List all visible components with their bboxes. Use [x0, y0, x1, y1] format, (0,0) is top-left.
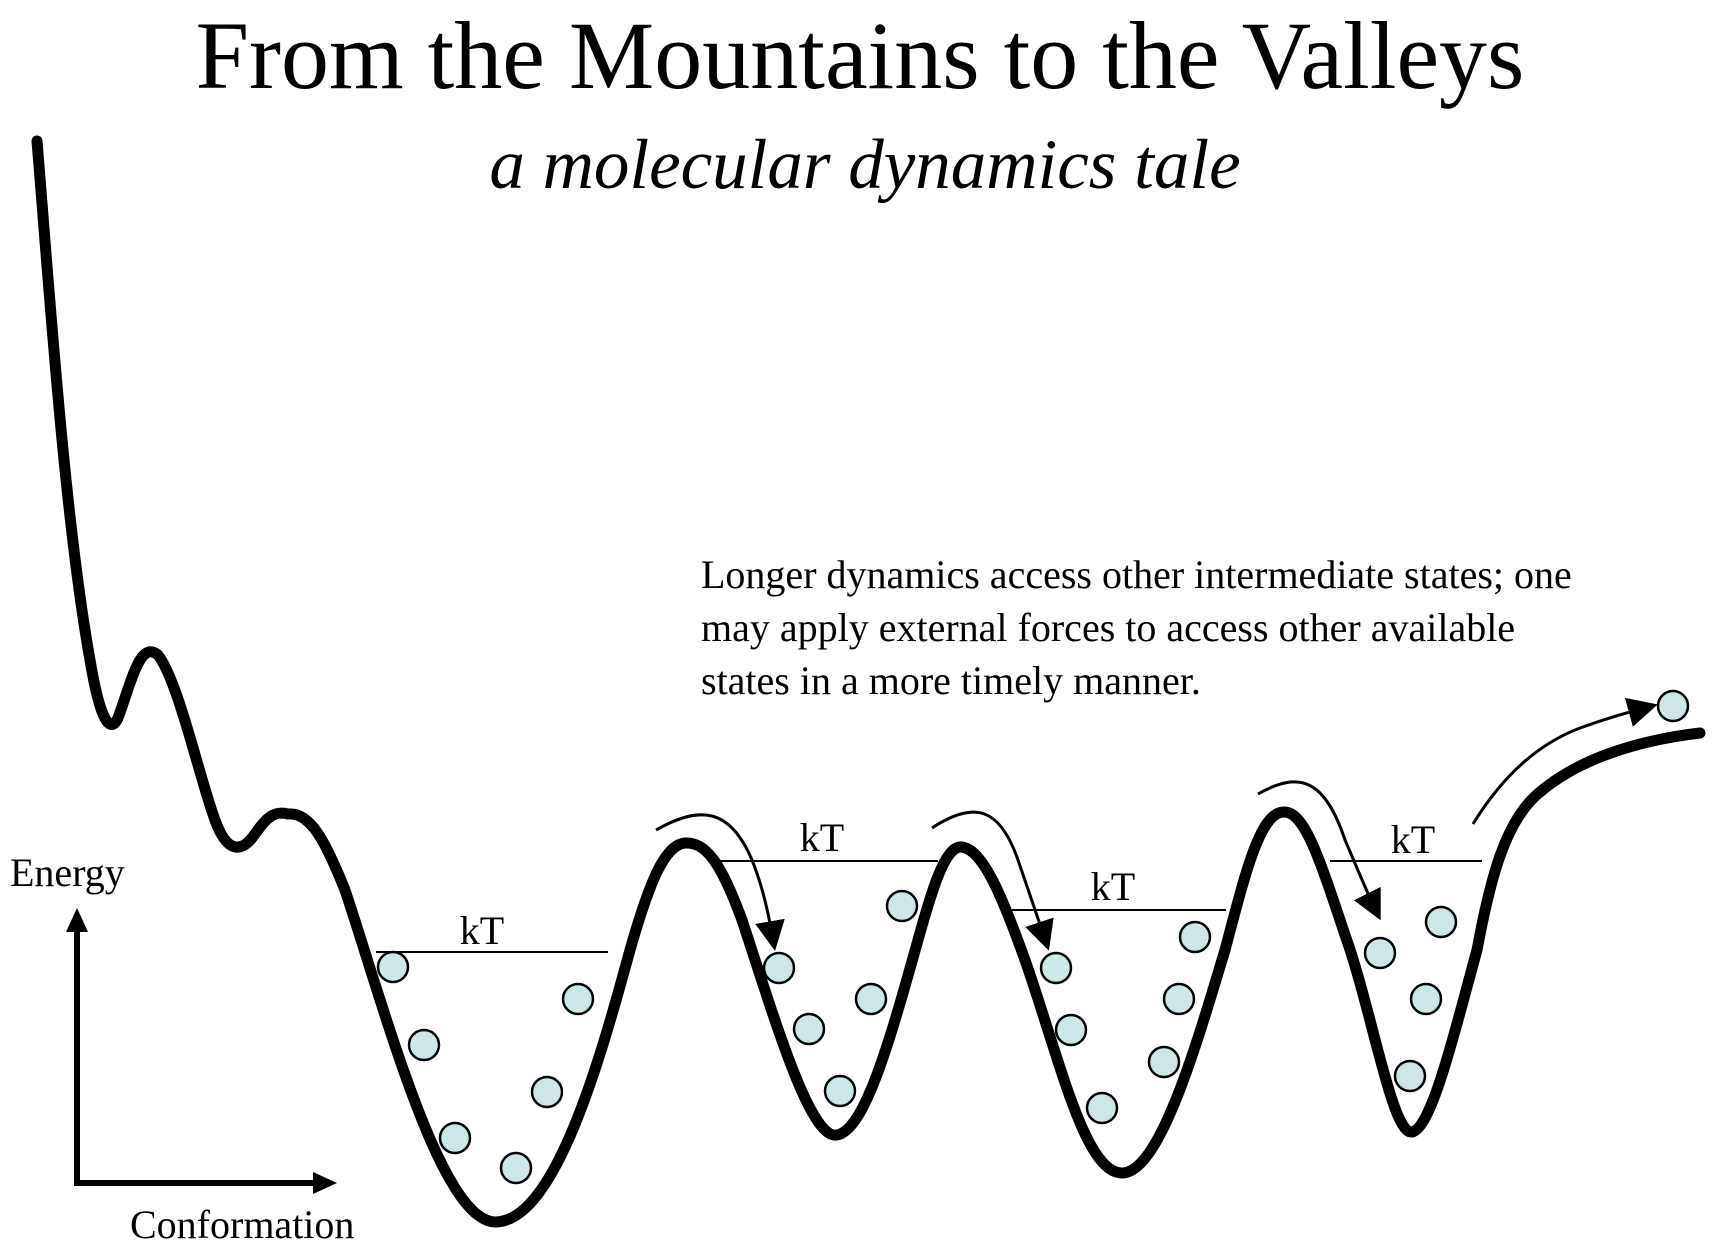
- particle: [885, 889, 919, 923]
- particle: [1409, 982, 1443, 1016]
- kt-label-4: kT: [1390, 817, 1436, 862]
- particle: [1178, 920, 1212, 954]
- particle: [1054, 1013, 1088, 1047]
- particle: [407, 1028, 441, 1062]
- escaped-particle: [1656, 689, 1690, 723]
- kt-label-1: kT: [459, 908, 505, 953]
- energy-curve: [31, 135, 1706, 1228]
- particle: [1393, 1059, 1427, 1093]
- conformation-axis-label: Conformation: [130, 1202, 355, 1247]
- particle: [1424, 905, 1458, 939]
- axes: [66, 908, 337, 1194]
- particle: [854, 982, 888, 1016]
- particles: [376, 689, 1690, 1185]
- slide-subtitle: a molecular dynamics tale: [489, 126, 1241, 204]
- particle: [823, 1074, 857, 1108]
- energy-axis-label: Energy: [10, 850, 125, 895]
- hop-arrow-1: [655, 813, 785, 951]
- transition-arrows: [655, 697, 1658, 951]
- conformation-axis-arrowhead: [313, 1172, 337, 1194]
- slide-title: From the Mountains to the Valleys: [195, 2, 1525, 109]
- particle: [792, 1012, 826, 1046]
- annotation-text: Longer dynamics access other intermediat…: [701, 552, 1572, 703]
- energy-axis-arrowhead: [66, 908, 88, 932]
- hop-arrow-3: [1257, 780, 1381, 921]
- particle: [530, 1075, 564, 1109]
- particle: [499, 1151, 533, 1185]
- kt-label-3: kT: [1090, 864, 1136, 909]
- particle: [438, 1121, 472, 1155]
- kt-levels: [376, 860, 1482, 953]
- particle: [1039, 951, 1073, 985]
- particle: [762, 951, 796, 985]
- kt-label-2: kT: [799, 815, 845, 860]
- particle: [561, 982, 595, 1016]
- particle: [1147, 1045, 1181, 1079]
- particle: [1363, 936, 1397, 970]
- particle: [1085, 1091, 1119, 1125]
- hop-arrow-2: [931, 810, 1054, 951]
- particle: [1162, 982, 1196, 1016]
- particle: [376, 950, 410, 984]
- escape-arrow: [1471, 697, 1658, 825]
